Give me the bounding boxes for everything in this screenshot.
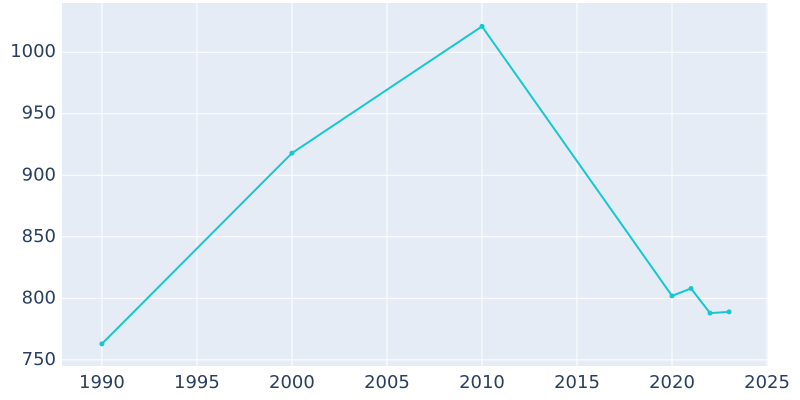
marker [669,293,675,299]
x-tick-label: 2000 [269,372,315,393]
y-tick-label: 1000 [10,41,56,62]
x-tick-label: 2010 [459,372,505,393]
x-tick-label: 2020 [649,372,695,393]
marker [479,23,485,29]
marker [707,310,713,316]
x-tick-label: 1990 [79,372,125,393]
y-tick-label: 950 [22,103,56,124]
marker [289,150,295,156]
y-tick-label: 850 [22,226,56,247]
x-tick-label: 2015 [554,372,600,393]
x-tick-label: 2025 [744,372,790,393]
marker [99,341,105,347]
x-tick-label: 1995 [174,372,220,393]
y-tick-label: 750 [22,349,56,370]
marker [688,285,694,291]
plot-area [62,3,768,366]
x-tick-label: 2005 [364,372,410,393]
y-tick-label: 900 [22,164,56,185]
y-tick-label: 800 [22,287,56,308]
marker [726,309,732,315]
